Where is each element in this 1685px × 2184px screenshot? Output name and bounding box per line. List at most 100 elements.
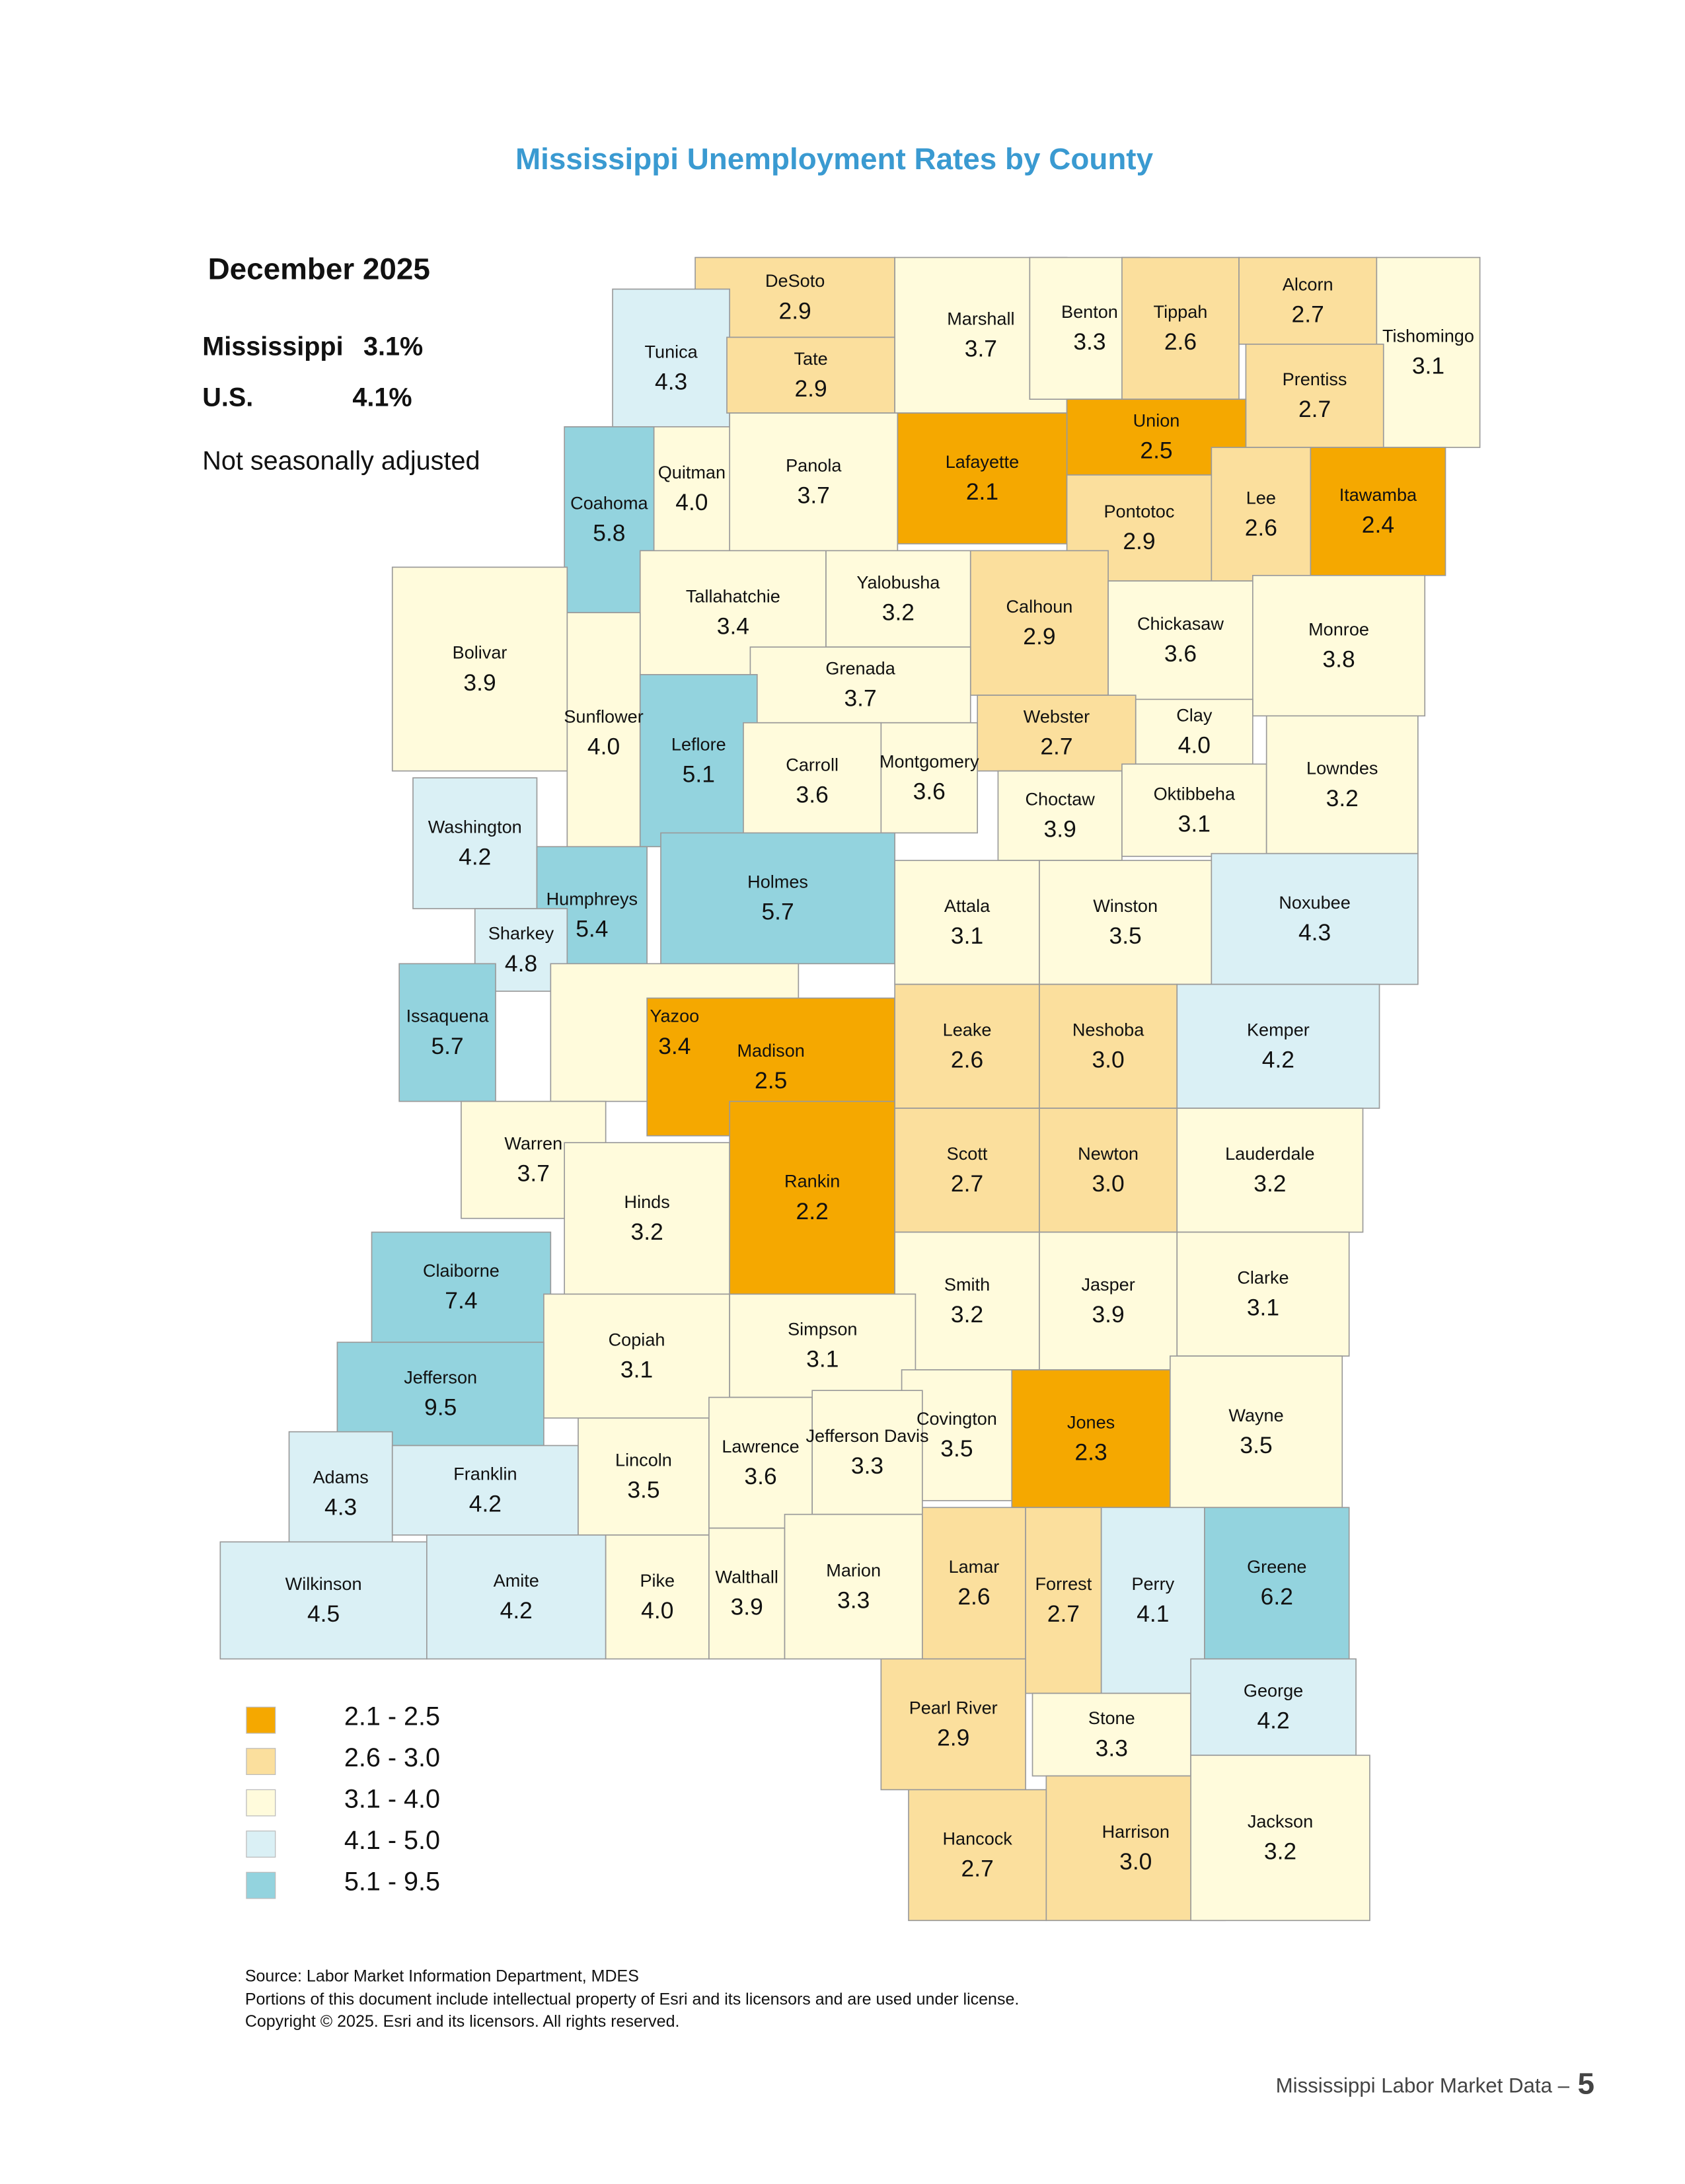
county-rate: 5.1 [683,761,715,787]
county [336,1341,544,1447]
summary-label: Mississippi [202,332,343,361]
county-name: Marshall [947,309,1014,329]
county-rate: 4.0 [587,734,620,760]
county [1039,1108,1178,1233]
county-rate: 3.2 [631,1219,663,1245]
county-name: Noxubee [1279,892,1350,913]
county-rate: 3.6 [744,1463,776,1489]
county [660,832,896,965]
county-rate: 4.2 [469,1490,502,1517]
county-rate: 3.1 [1178,810,1211,837]
footer-text: Mississippi Labor Market Data – [1276,2074,1570,2097]
county-name: Prentiss [1283,369,1347,389]
county [880,722,978,834]
county-rate: 2.7 [1298,396,1331,422]
county-rate: 2.6 [951,1047,983,1073]
title: Mississippi Unemployment Rates by County [515,142,1154,176]
county-name: Sunflower [564,706,643,727]
county-rate: 4.0 [675,489,708,515]
county-name: Leake [943,1020,992,1040]
legend-swatch [246,1789,276,1817]
county-name: Copiah [609,1329,665,1349]
county-rate: 5.7 [761,899,794,925]
county-name: Stone [1088,1708,1135,1728]
county [653,426,730,552]
summary-label: U.S. [202,383,253,412]
county-name: Franklin [453,1463,517,1484]
county [784,1513,923,1660]
county [612,288,730,448]
county [398,963,496,1102]
county [1190,1658,1357,1756]
county-name: Coahoma [570,493,648,513]
legend-swatch [246,1706,276,1734]
county-name: Madison [737,1040,804,1061]
county [894,860,1040,985]
county [566,612,641,854]
county-rate: 3.6 [796,782,829,808]
period: December 2025 [208,252,430,286]
county [1190,1754,1370,1922]
county-name: Claiborne [423,1260,500,1281]
legend-swatch [246,1748,276,1776]
county [726,336,896,414]
county [1176,1108,1364,1233]
county-name: Perry [1131,1573,1174,1594]
county-rate: 4.8 [505,950,537,977]
county-name: Kemper [1247,1020,1310,1040]
county-name: Quitman [658,462,726,482]
county-name: Smith [944,1274,990,1295]
county-name: Union [1133,410,1180,431]
county [1211,447,1312,582]
county-rate: 2.7 [1040,734,1072,760]
county-rate: 6.2 [1261,1583,1293,1610]
county [1121,256,1240,400]
county-rate: 3.2 [882,599,915,626]
note: Not seasonally adjusted [202,446,480,475]
county-rate: 2.6 [1245,514,1277,541]
county-rate: 3.2 [951,1301,983,1328]
source: Source: Labor Market Information Departm… [245,1967,639,1985]
source: Portions of this document include intell… [245,1990,1019,2009]
county-rate: 3.1 [951,923,983,949]
county-rate: 4.2 [459,843,491,870]
county [708,1527,786,1660]
county-rate: 2.7 [951,1170,983,1197]
county-rate: 2.3 [1074,1439,1107,1465]
county-name: Greene [1247,1556,1306,1577]
county-rate: 3.4 [658,1033,691,1059]
source: Copyright © 2025. Esri and its licensors… [245,2012,680,2031]
county-name: Tallahatchie [686,585,780,606]
county [1252,575,1426,717]
county-rate: 3.5 [1240,1432,1272,1458]
county-rate: 3.2 [1264,1838,1296,1865]
county-name: Pontotoc [1104,501,1175,521]
county-rate: 3.7 [517,1160,550,1186]
county-rate: 3.1 [806,1346,839,1373]
county-name: Walthall [716,1567,778,1587]
county-rate: 4.2 [1262,1047,1294,1073]
county-name: Jefferson [404,1367,477,1388]
county-rate: 3.9 [731,1594,763,1620]
county-rate: 2.2 [796,1198,829,1224]
county-name: Amite [494,1570,539,1591]
county [605,1534,710,1660]
county-name: Panola [786,455,842,475]
county-name: Benton [1061,301,1118,322]
county [1025,1507,1102,1694]
county-rate: 3.5 [627,1477,659,1503]
county-rate: 3.3 [1096,1735,1128,1761]
county-name: Pearl River [909,1698,998,1718]
county-rate: 7.4 [445,1287,477,1314]
county-name: Marion [826,1560,881,1580]
county [729,1100,895,1295]
legend-label: 5.1 - 9.5 [344,1867,440,1896]
county [1039,1231,1178,1371]
legend-label: 3.1 - 4.0 [344,1784,440,1813]
county-rate: 5.4 [576,916,608,942]
county-rate: 2.5 [755,1067,787,1094]
legend: 2.1 - 2.5 2.6 - 3.0 3.1 - 4.0 4.1 - 5.0 5.1 … [246,1702,440,1899]
county-name: Yalobusha [856,572,940,592]
county-rate: 3.7 [965,336,997,362]
